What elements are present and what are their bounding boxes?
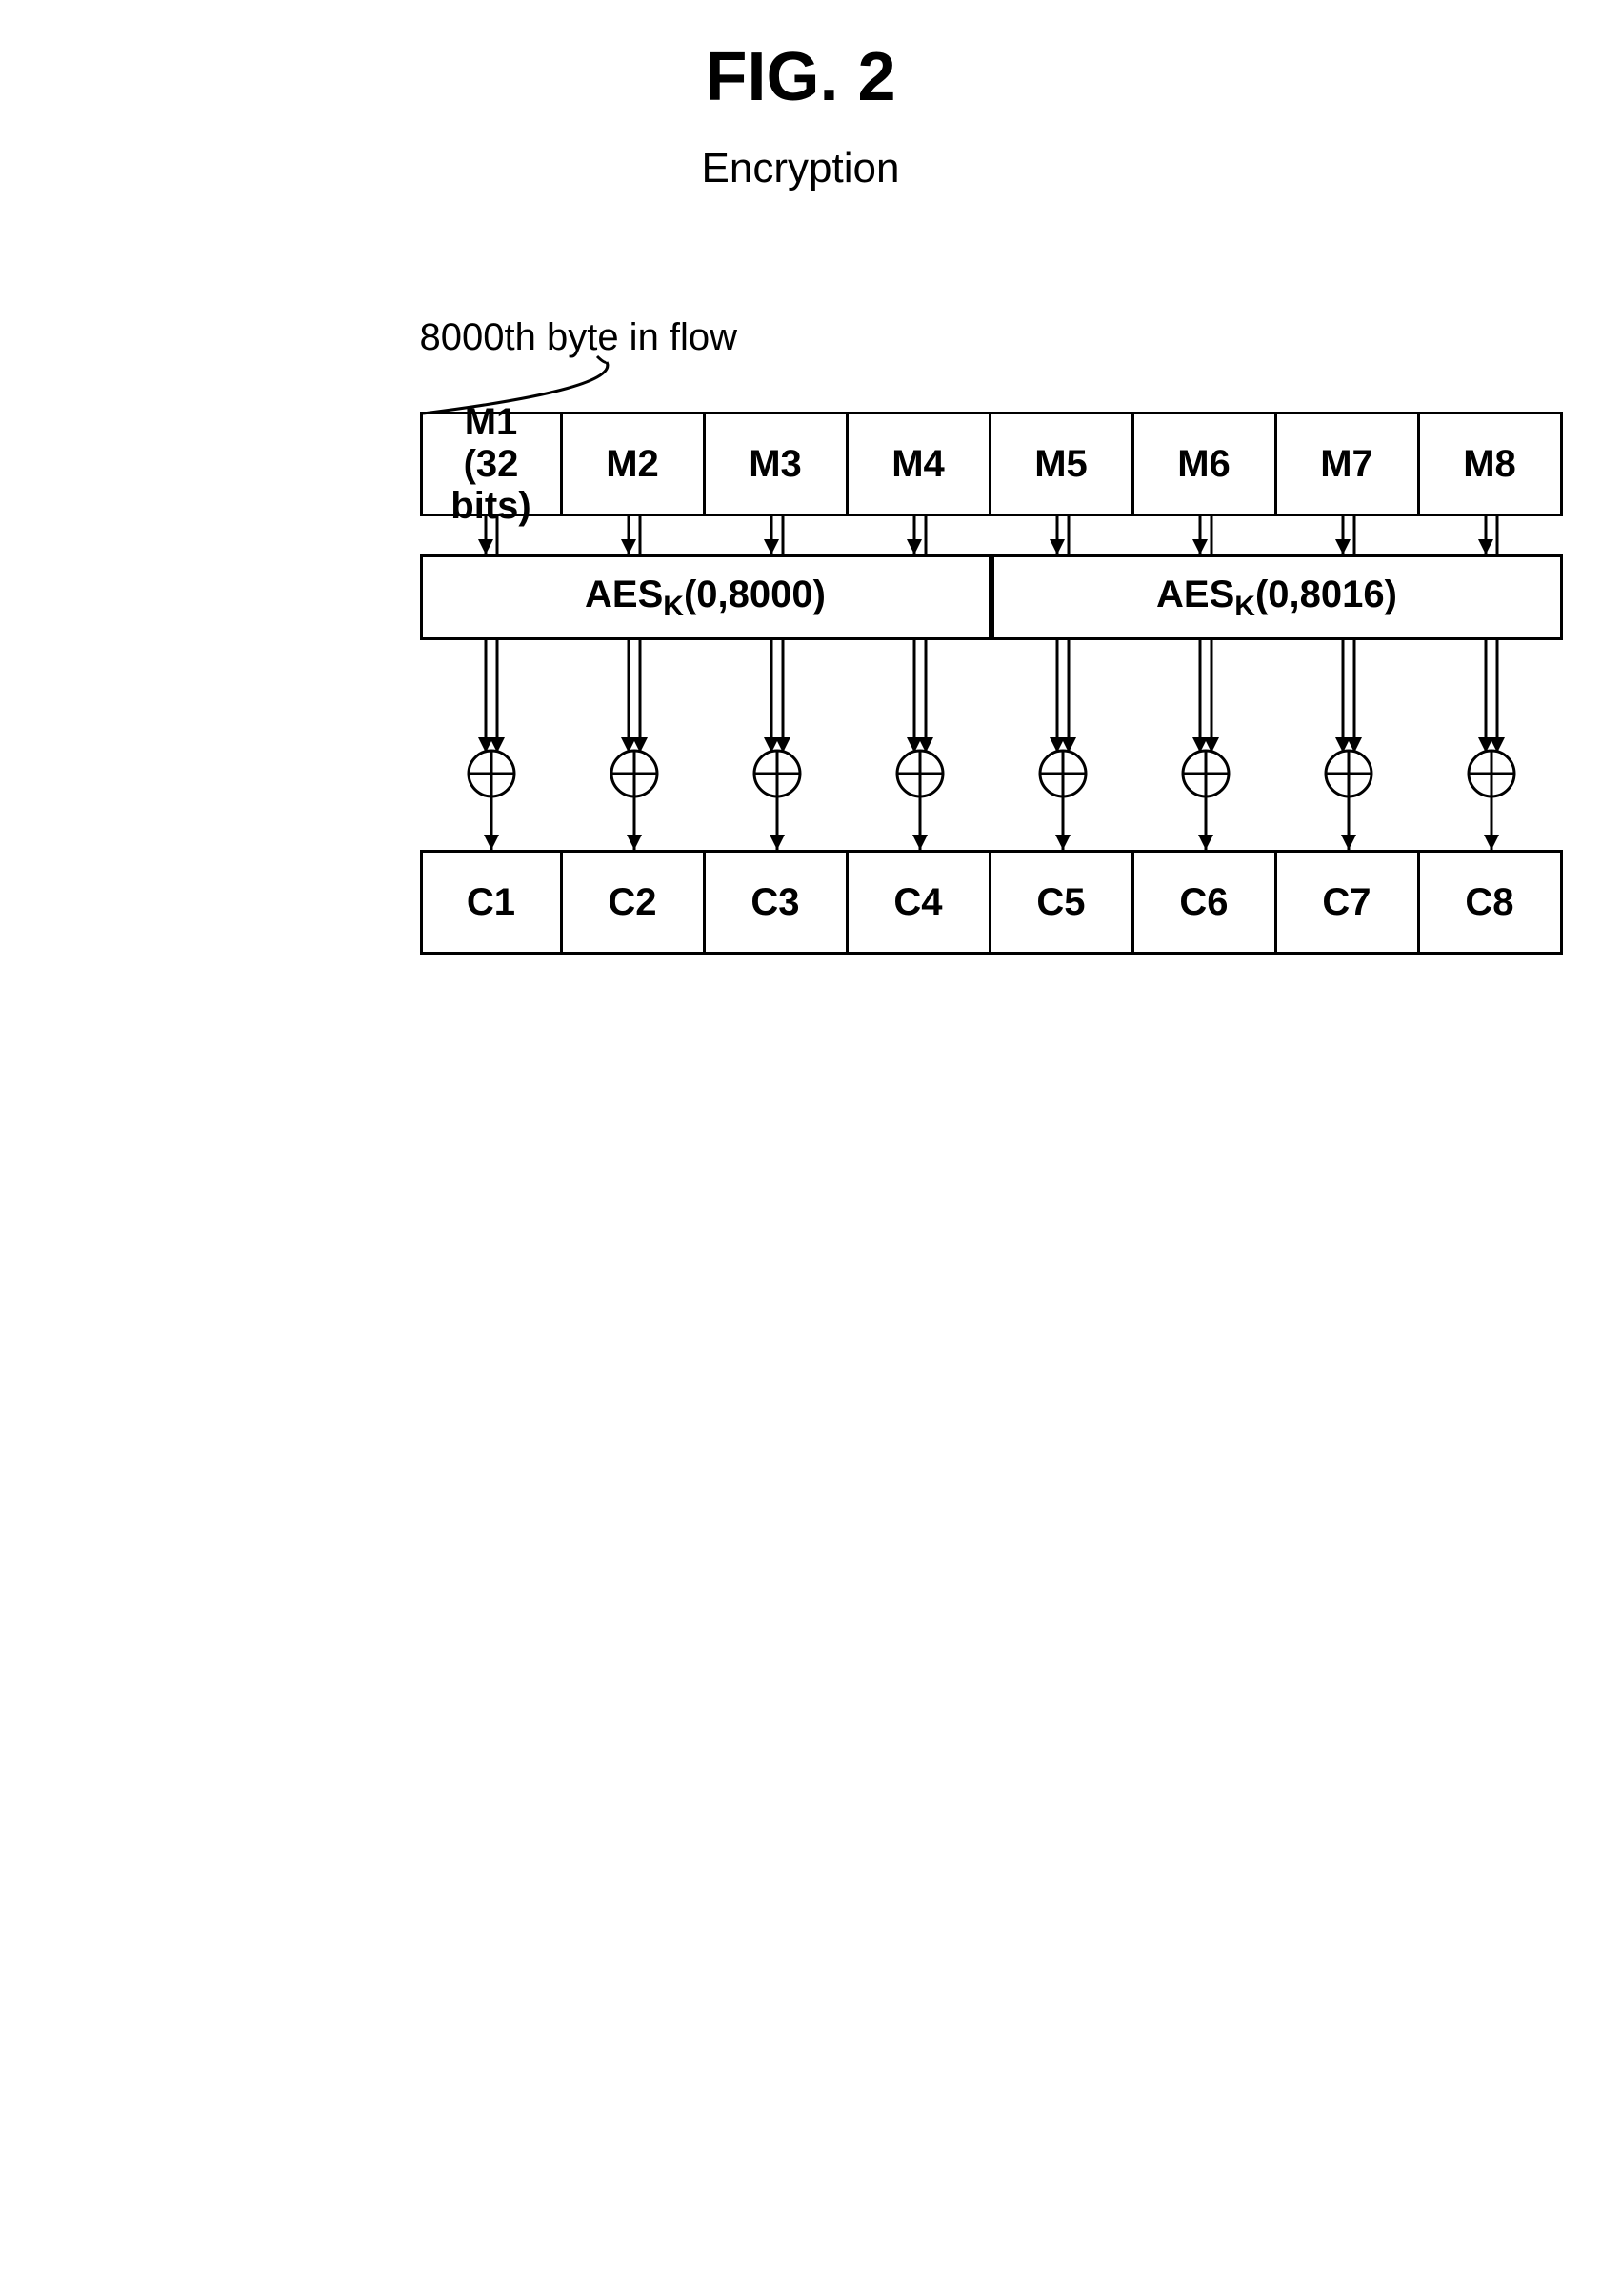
- ciphertext-block-c6: C6: [1134, 850, 1277, 955]
- aes-block-2: AESK(0,8016): [991, 554, 1563, 640]
- encryption-diagram: M1 (32 bits)M2M3M4M5M6M7M8AESK(0,8000)AE…: [420, 240, 1563, 993]
- xor-icon: [754, 751, 800, 796]
- aes-label: AES: [585, 574, 663, 615]
- plaintext-block-m7: M7: [1277, 412, 1420, 516]
- xor-icon: [897, 751, 943, 796]
- ciphertext-block-c5: C5: [991, 850, 1134, 955]
- aes-args: (0,8016): [1255, 574, 1397, 615]
- plaintext-block-m2: M2: [563, 412, 706, 516]
- aes-block-1: AESK(0,8000): [420, 554, 991, 640]
- xor-icon: [469, 751, 514, 796]
- xor-icon: [611, 751, 657, 796]
- ciphertext-block-c3: C3: [706, 850, 849, 955]
- ciphertext-block-c4: C4: [849, 850, 991, 955]
- xor-icon: [1040, 751, 1086, 796]
- ciphertext-block-c1: C1: [420, 850, 563, 955]
- aes-label: AES: [1156, 574, 1234, 615]
- plaintext-block-m8: M8: [1420, 412, 1563, 516]
- xor-icon: [1469, 751, 1514, 796]
- xor-icon: [1183, 751, 1229, 796]
- ciphertext-block-c8: C8: [1420, 850, 1563, 955]
- plaintext-block-m3: M3: [706, 412, 849, 516]
- aes-subscript: K: [663, 591, 684, 622]
- figure-subtitle: Encryption: [39, 145, 1563, 192]
- aes-subscript: K: [1234, 591, 1255, 622]
- xor-icon: [1326, 751, 1371, 796]
- ciphertext-block-c7: C7: [1277, 850, 1420, 955]
- plaintext-block-m6: M6: [1134, 412, 1277, 516]
- plaintext-block-m1: M1 (32 bits): [420, 412, 563, 516]
- plaintext-block-m4: M4: [849, 412, 991, 516]
- aes-args: (0,8000): [684, 574, 826, 615]
- byte-offset-annotation: 8000th byte in flow: [420, 316, 738, 359]
- figure-title: FIG. 2: [39, 38, 1563, 116]
- ciphertext-block-c2: C2: [563, 850, 706, 955]
- plaintext-block-m5: M5: [991, 412, 1134, 516]
